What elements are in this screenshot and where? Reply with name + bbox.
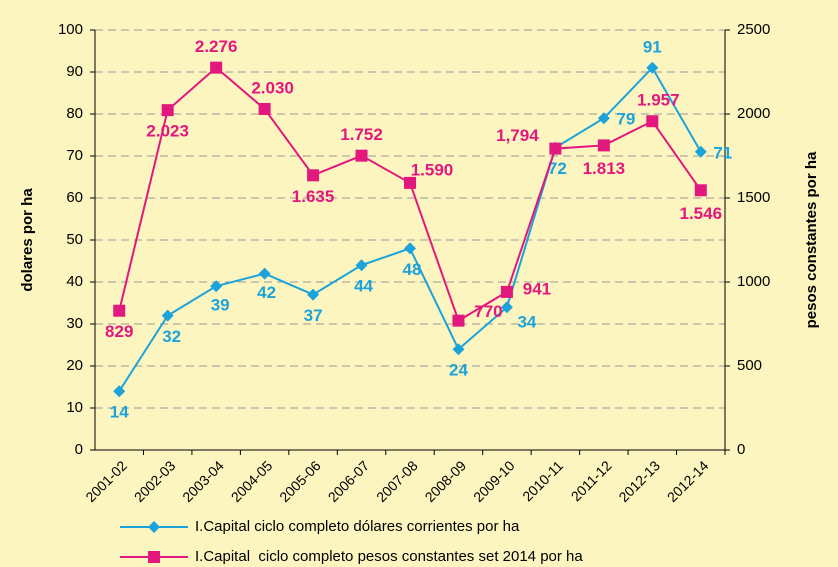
marker [258,102,271,115]
marker [500,285,513,298]
value-label: 24 [449,361,468,380]
marker [258,267,271,280]
value-label: 72 [548,159,567,178]
value-label: 42 [257,283,276,302]
value-label: 1.752 [340,125,383,144]
value-label: 770 [474,302,502,321]
marker [646,61,659,74]
marker [404,176,416,189]
y2-axis-label: pesos constantes por ha [803,151,820,328]
value-label: 1,794 [496,126,539,145]
value-label: 39 [211,296,230,315]
value-label: 2.276 [195,37,238,56]
value-label: 1.957 [637,91,680,110]
y-tick-label: 20 [66,357,83,374]
marker [694,184,707,197]
marker [113,385,126,398]
y-tick-label: 0 [75,441,83,458]
y-tick-label: 90 [66,63,83,80]
legend-marker [148,551,160,563]
value-label: 79 [616,110,635,129]
marker [500,301,513,314]
value-label: 34 [517,313,536,332]
marker [646,115,659,128]
y-tick-label: 10 [66,399,83,416]
marker [452,343,465,356]
marker [549,142,562,155]
value-label: 32 [162,327,181,346]
marker [404,242,416,255]
y-tick-label: 60 [66,189,83,206]
value-label: 1.546 [679,204,722,223]
marker [597,139,610,152]
y-tick-label: 50 [66,231,83,248]
marker [307,288,320,301]
marker [210,280,223,293]
y2-tick-label: 2000 [737,105,770,122]
value-label: 44 [354,277,373,296]
y2-tick-label: 1000 [737,273,770,290]
marker [113,304,126,317]
marker [161,309,174,322]
y2-tick-label: 1500 [737,189,770,206]
value-label: 941 [523,279,551,298]
legend-entry: I.Capital ciclo completo pesos constante… [195,548,583,565]
y-tick-label: 30 [66,315,83,332]
y-tick-label: 80 [66,105,83,122]
marker [355,259,368,272]
y2-tick-label: 0 [737,441,745,458]
y2-tick-label: 2500 [737,21,770,38]
value-label: 71 [713,143,732,162]
marker [161,104,174,117]
marker [210,61,223,74]
value-label: 1.590 [411,160,454,179]
y-tick-label: 70 [66,147,83,164]
value-label: 2.023 [146,122,189,141]
value-label: 37 [304,306,323,325]
value-label: 829 [105,322,133,341]
value-label: 48 [403,260,422,279]
value-label: 1.813 [583,159,626,178]
marker [452,314,465,327]
marker [307,169,320,182]
legend-marker [148,521,160,533]
legend-entry: I.Capital ciclo completo dólares corrien… [195,518,520,535]
y-axis-label: dolares por ha [19,188,36,292]
y2-tick-label: 500 [737,357,762,374]
y-tick-label: 40 [66,273,83,290]
value-label: 91 [643,37,662,56]
marker [694,145,707,158]
marker [597,112,610,125]
marker [355,149,368,162]
y-tick-label: 100 [58,21,83,38]
value-label: 1.635 [292,187,335,206]
value-label: 14 [110,403,129,422]
value-label: 2.030 [251,78,294,97]
